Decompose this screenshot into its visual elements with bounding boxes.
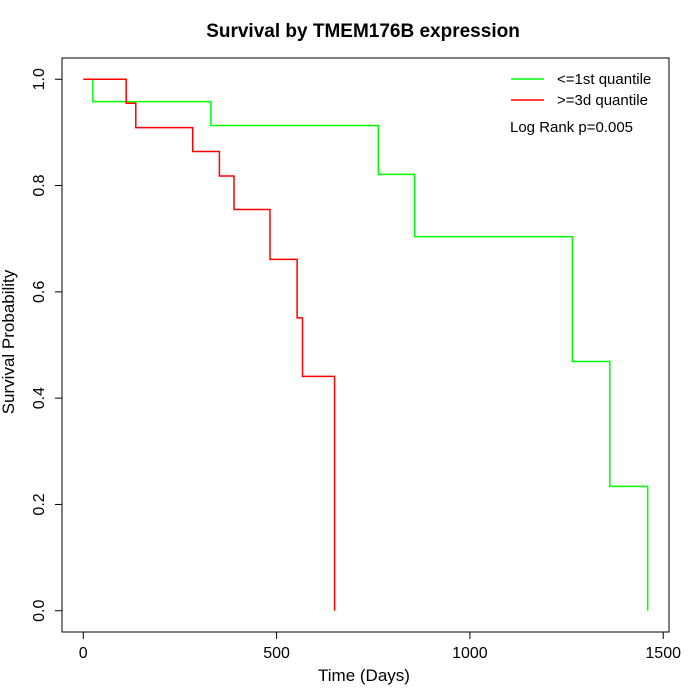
chart-title: Survival by TMEM176B expression <box>206 21 520 42</box>
series-line-0 <box>83 78 649 611</box>
x-tick-label: 1000 <box>452 645 488 662</box>
x-axis: 0 500 1000 1500 <box>79 631 681 662</box>
series-layer <box>83 78 649 611</box>
y-tick-label: 0.4 <box>31 387 48 409</box>
y-tick-label: 0.2 <box>31 493 48 515</box>
legend: <=1st quantile >=3d quantile <box>511 71 651 109</box>
x-tick-label: 500 <box>263 645 290 662</box>
log-rank-annotation: Log Rank p=0.005 <box>510 119 633 136</box>
series-line-1 <box>83 78 336 611</box>
plot-frame <box>61 57 670 633</box>
y-axis: 0.0 0.2 0.4 0.6 0.8 1.0 <box>31 68 63 622</box>
x-tick-label: 1500 <box>645 645 681 662</box>
y-tick-label: 0.8 <box>31 174 48 196</box>
y-axis-label: Survival Probability <box>0 269 18 414</box>
y-tick-label: 0.0 <box>31 600 48 622</box>
y-tick-label: 0.6 <box>31 281 48 303</box>
legend-label-1: >=3d quantile <box>557 92 648 109</box>
x-tick-label: 0 <box>79 645 88 662</box>
x-axis-label: Time (Days) <box>318 666 410 685</box>
y-tick-label: 1.0 <box>31 68 48 90</box>
legend-label-0: <=1st quantile <box>557 71 651 88</box>
